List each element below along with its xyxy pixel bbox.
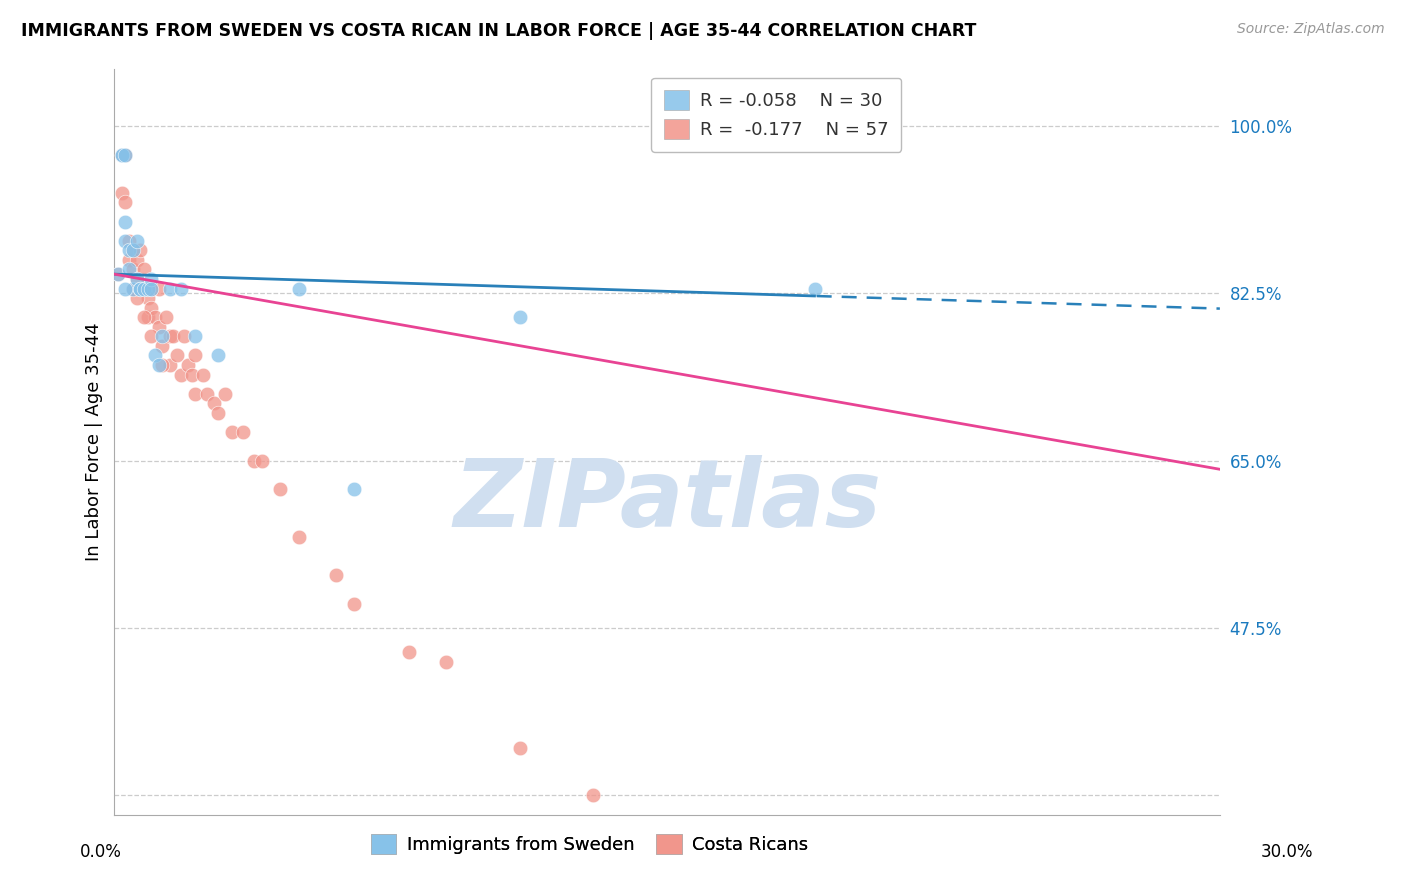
- Point: [162, 329, 184, 343]
- Point: [114, 147, 136, 161]
- Point: [118, 262, 141, 277]
- Point: [166, 348, 188, 362]
- Text: 0.0%: 0.0%: [80, 843, 122, 861]
- Point: [107, 267, 129, 281]
- Point: [221, 425, 243, 439]
- Point: [148, 319, 170, 334]
- Point: [170, 368, 193, 382]
- Point: [655, 827, 678, 841]
- Point: [121, 281, 143, 295]
- Point: [132, 281, 155, 295]
- Point: [111, 147, 134, 161]
- Point: [207, 406, 229, 420]
- Point: [150, 329, 173, 343]
- Point: [148, 281, 170, 295]
- Point: [114, 234, 136, 248]
- Text: Source: ZipAtlas.com: Source: ZipAtlas.com: [1237, 22, 1385, 37]
- Legend: Immigrants from Sweden, Costa Ricans: Immigrants from Sweden, Costa Ricans: [364, 827, 815, 862]
- Text: IMMIGRANTS FROM SWEDEN VS COSTA RICAN IN LABOR FORCE | AGE 35-44 CORRELATION CHA: IMMIGRANTS FROM SWEDEN VS COSTA RICAN IN…: [21, 22, 976, 40]
- Point: [125, 272, 148, 286]
- Point: [150, 358, 173, 372]
- Point: [582, 789, 605, 803]
- Point: [287, 281, 309, 295]
- Point: [132, 281, 155, 295]
- Point: [325, 568, 347, 582]
- Point: [250, 453, 273, 467]
- Point: [141, 301, 163, 315]
- Point: [129, 281, 152, 295]
- Point: [159, 281, 181, 295]
- Point: [125, 252, 148, 267]
- Point: [114, 195, 136, 210]
- Point: [129, 244, 152, 258]
- Point: [343, 483, 366, 497]
- Point: [136, 281, 159, 295]
- Point: [114, 214, 136, 228]
- Point: [343, 597, 366, 611]
- Point: [159, 358, 181, 372]
- Point: [121, 262, 143, 277]
- Point: [509, 740, 531, 755]
- Point: [118, 244, 141, 258]
- Point: [398, 645, 420, 659]
- Point: [287, 530, 309, 544]
- Point: [111, 186, 134, 200]
- Point: [509, 310, 531, 325]
- Point: [114, 147, 136, 161]
- Point: [202, 396, 225, 410]
- Point: [125, 272, 148, 286]
- Point: [141, 272, 163, 286]
- Point: [141, 281, 163, 295]
- Point: [143, 348, 166, 362]
- Point: [150, 339, 173, 353]
- Point: [184, 386, 207, 401]
- Point: [207, 348, 229, 362]
- Point: [195, 386, 218, 401]
- Point: [143, 310, 166, 325]
- Point: [173, 329, 195, 343]
- Point: [111, 147, 134, 161]
- Point: [111, 147, 134, 161]
- Point: [114, 281, 136, 295]
- Point: [159, 329, 181, 343]
- Point: [269, 483, 291, 497]
- Point: [155, 310, 177, 325]
- Point: [184, 329, 207, 343]
- Point: [177, 358, 200, 372]
- Point: [232, 425, 254, 439]
- Point: [132, 262, 155, 277]
- Point: [170, 281, 193, 295]
- Point: [121, 244, 143, 258]
- Point: [148, 358, 170, 372]
- Point: [136, 310, 159, 325]
- Point: [184, 348, 207, 362]
- Point: [136, 291, 159, 305]
- Point: [243, 453, 266, 467]
- Point: [125, 234, 148, 248]
- Y-axis label: In Labor Force | Age 35-44: In Labor Force | Age 35-44: [86, 322, 103, 561]
- Point: [129, 281, 152, 295]
- Point: [141, 281, 163, 295]
- Point: [121, 281, 143, 295]
- Point: [118, 252, 141, 267]
- Point: [121, 244, 143, 258]
- Point: [434, 655, 457, 669]
- Point: [118, 234, 141, 248]
- Point: [180, 368, 202, 382]
- Point: [107, 267, 129, 281]
- Point: [125, 291, 148, 305]
- Point: [129, 281, 152, 295]
- Point: [141, 329, 163, 343]
- Point: [191, 368, 214, 382]
- Text: 30.0%: 30.0%: [1260, 843, 1313, 861]
- Point: [803, 281, 825, 295]
- Text: ZIPatlas: ZIPatlas: [453, 455, 882, 547]
- Point: [214, 386, 236, 401]
- Point: [132, 310, 155, 325]
